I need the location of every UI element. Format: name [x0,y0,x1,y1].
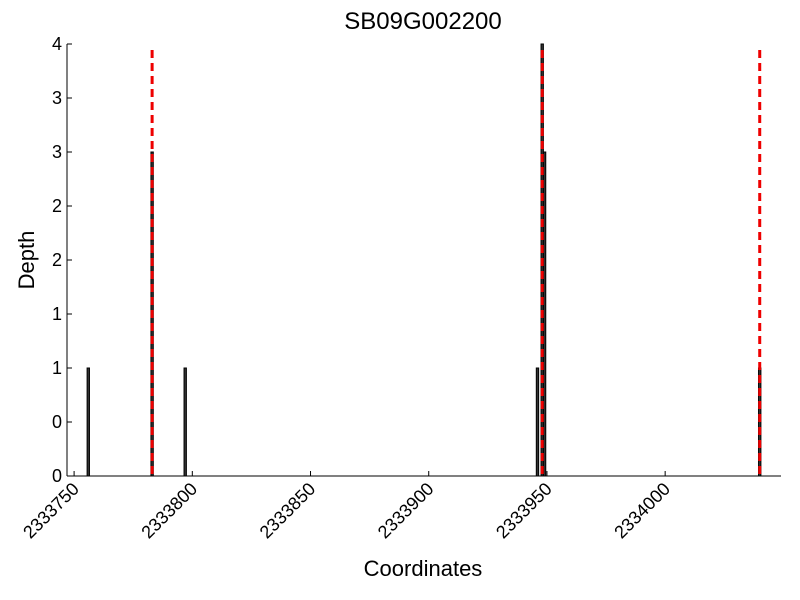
y-tick-label: 3 [52,142,62,162]
y-tick-label: 3 [52,88,62,108]
y-tick-label: 2 [52,250,62,270]
x-tick-label: 2333800 [137,479,201,543]
bar [535,367,540,477]
chart-title: SB09G002200 [344,8,501,35]
x-axis-label: Coordinates [364,556,483,581]
y-tick-label: 0 [52,466,62,486]
x-tick-label: 2333750 [19,479,83,543]
bar [183,367,187,477]
y-tick-label: 1 [52,358,62,378]
x-tick-label: 2334000 [610,479,674,543]
bar [542,151,547,477]
y-tick-label: 0 [52,412,62,432]
y-tick-label: 4 [52,34,62,54]
x-tick-label: 2333900 [374,479,438,543]
y-axis-label: Depth [14,231,39,290]
x-tick-label: 2333950 [492,479,556,543]
y-tick-label: 1 [52,304,62,324]
bar [86,367,90,477]
x-tick-label: 2333850 [256,479,320,543]
y-tick-label: 2 [52,196,62,216]
